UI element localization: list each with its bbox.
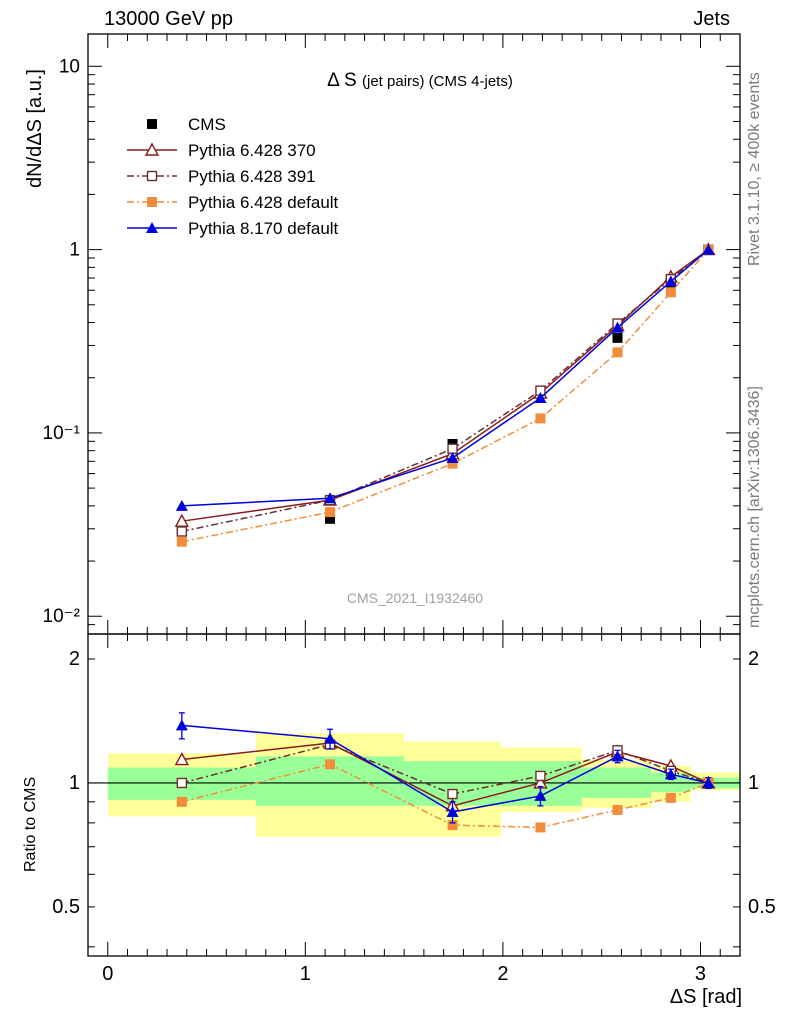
ratio-point-2	[612, 804, 623, 815]
legend-label-1: Pythia 6.428 370	[188, 141, 316, 160]
main-point-0	[612, 332, 623, 343]
mcplots-label: mcplots.cern.ch [arXiv:1306.3436]	[746, 386, 763, 628]
chart-title: Δ S (jet pairs) (CMS 4-jets)	[327, 70, 513, 91]
ratio-point-3	[446, 806, 459, 818]
main-point-4	[611, 321, 624, 333]
main-point-3	[176, 536, 187, 547]
ratio-point-2	[447, 820, 458, 831]
legend-label-0: CMS	[188, 115, 226, 134]
ratio-point-3	[702, 776, 715, 788]
ratio-ytick-label: 1	[69, 772, 80, 794]
main-point-3	[535, 413, 546, 424]
ratio-point-3	[175, 719, 188, 731]
main-ytick-label: 10	[59, 56, 80, 77]
main-line-2	[181, 249, 709, 533]
ratio-point-2	[325, 759, 336, 770]
ratio-point-1	[447, 788, 458, 800]
ratio-point-2	[665, 792, 676, 803]
main-line-4	[181, 249, 709, 507]
ratio-ytick-label-right: 0.5	[748, 896, 776, 918]
ratio-ylabel: Ratio to CMS	[22, 776, 39, 872]
legend: CMS Pythia 6.428 370 Pythia 6.428 391 Pythi…	[127, 115, 339, 238]
band-green	[651, 772, 691, 793]
legend-marker-3	[147, 197, 157, 207]
ratio-ytick-label: 2	[69, 648, 80, 670]
legend-label-2: Pythia 6.428 391	[188, 167, 316, 186]
legend-label-4: Pythia 8.170 default	[188, 219, 339, 238]
chart-title-subtext: (jet pairs) (CMS 4-jets)	[362, 73, 513, 90]
main-ytick-label: 10⁻²	[43, 606, 81, 627]
legend-marker-4	[146, 222, 158, 233]
header-left: 13000 GeV pp	[104, 8, 233, 30]
ratio-ytick-label-right: 1	[748, 772, 759, 794]
ratio-frame	[87, 633, 741, 957]
header-right: Jets	[693, 8, 730, 30]
legend-marker-0	[147, 119, 157, 129]
main-ylabel: dN/dΔS [a.u.]	[24, 69, 46, 188]
watermark: CMS_2021_I1932460	[347, 590, 483, 606]
main-point-4	[324, 492, 337, 504]
ratio-point-3	[611, 750, 624, 762]
x-tick-label: 1	[300, 963, 311, 985]
main-point-3	[665, 287, 676, 298]
main-point-3	[325, 507, 336, 518]
main-point-4	[175, 499, 188, 511]
ratio-point-3	[324, 732, 337, 744]
main-point-4	[664, 275, 677, 287]
main-ytick-label: 10⁻¹	[43, 423, 81, 444]
legend-label-3: Pythia 6.428 default	[188, 193, 339, 212]
main-line-1	[181, 248, 709, 522]
ratio-ytick-label-right: 2	[748, 648, 759, 670]
ratio-point-1	[535, 770, 546, 782]
legend-marker-1	[144, 142, 160, 156]
main-line-3	[181, 249, 709, 543]
ratio-series-layer	[174, 712, 716, 833]
axes-layer: 10⁻² 10⁻¹ 1 10 0.5 0.5 1 1 2 2 0 1 2 3	[43, 33, 776, 985]
main-point-0	[325, 513, 336, 524]
main-point-2	[447, 443, 458, 454]
main-point-1	[174, 513, 190, 527]
legend-marker-2	[146, 170, 158, 182]
x-tick-label: 3	[695, 963, 706, 985]
main-point-3	[612, 347, 623, 358]
main-point-3	[447, 458, 458, 469]
x-tick-label: 0	[102, 963, 113, 985]
ratio-point-3	[664, 768, 677, 780]
ratio-point-2	[535, 822, 546, 833]
main-point-4	[702, 243, 715, 255]
chart-title-text: Δ S	[327, 70, 362, 91]
main-series-layer	[174, 242, 716, 547]
x-axis-label: ΔS [rad]	[669, 986, 742, 1008]
x-tick-label: 2	[497, 963, 508, 985]
main-point-4	[534, 392, 547, 404]
ratio-point-3	[534, 789, 547, 801]
main-point-2	[176, 526, 188, 537]
ratio-ytick-label: 0.5	[52, 896, 80, 918]
ratio-point-1	[176, 777, 188, 789]
ratio-point-0	[174, 752, 190, 766]
main-point-4	[446, 451, 459, 463]
main-ytick-label: 1	[69, 240, 80, 261]
ratio-point-2	[176, 796, 187, 807]
rivet-label: Rivet 3.1.10, ≥ 400k events	[746, 72, 763, 266]
